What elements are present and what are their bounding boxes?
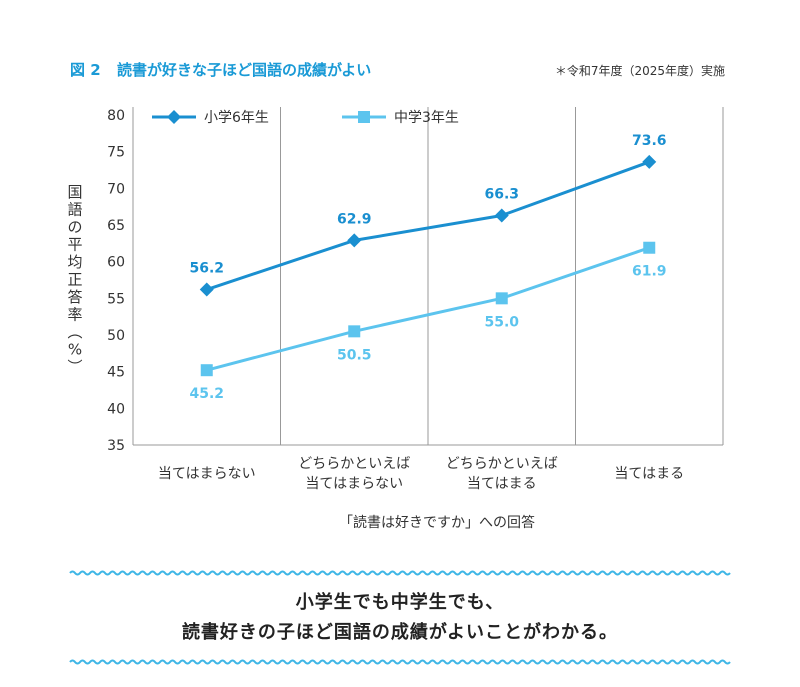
conclusion-line-1: 小学生でも中学生でも、 (296, 591, 504, 613)
x-axis-label: 「読書は好きですか」への回答 (339, 514, 535, 531)
data-point (347, 233, 362, 248)
x-category-label: どちらかといえば (446, 456, 558, 472)
survey-note: ＊令和7年度（2025年度）実施 (555, 63, 725, 78)
x-category-label: 当てはまらない (305, 476, 403, 492)
data-label: 45.2 (189, 386, 224, 402)
data-point (200, 364, 213, 377)
x-category-label: 当てはまる (614, 466, 684, 482)
figure-number: 図 2 (70, 61, 101, 79)
series-line (206, 246, 650, 372)
wave-divider-top (69, 570, 731, 576)
y-axis-label: 国語の平均正答率︵% ︶ (67, 183, 82, 376)
legend-marker (358, 111, 370, 123)
data-label-layer: 56.2 62.9 66.3 73.6 45.2 50.5 55.0 61.9 (189, 133, 666, 402)
data-label: 55.0 (484, 314, 519, 330)
data-point (199, 282, 214, 297)
legend-label: 小学6年生 (204, 110, 269, 126)
x-category-label: 当てはまる (467, 476, 537, 492)
y-axis-ticks: 35 40 45 50 55 60 65 70 75 80 (107, 108, 125, 454)
data-label: 62.9 (337, 211, 372, 227)
x-category-label: どちらかといえば (298, 456, 410, 472)
x-category-label: 当てはまらない (158, 466, 256, 482)
data-label: 66.3 (484, 186, 519, 202)
y-tick-label: 40 (107, 401, 125, 417)
y-tick-label: 70 (107, 181, 125, 197)
series-layer (199, 154, 657, 377)
data-label: 61.9 (632, 264, 667, 280)
series-line (206, 160, 650, 291)
data-point (643, 241, 656, 254)
legend-marker (167, 110, 181, 124)
data-point (495, 292, 508, 305)
y-tick-label: 55 (107, 291, 125, 307)
data-label: 56.2 (189, 261, 224, 277)
data-point (494, 208, 509, 223)
data-label: 73.6 (632, 133, 667, 149)
data-point (348, 325, 361, 338)
data-label: 50.5 (337, 347, 372, 363)
y-tick-label: 35 (107, 438, 125, 454)
conclusion-line-2: 読書好きの子ほど国語の成績がよいことがわかる。 (182, 621, 618, 643)
figure-title: 読書が好きな子ほど国語の成績がよい (117, 61, 371, 79)
data-point (642, 154, 657, 169)
wave-divider-bottom (69, 659, 731, 665)
legend: 小学6年生 中学3年生 (152, 110, 459, 126)
y-tick-label: 80 (107, 108, 125, 124)
y-tick-label: 65 (107, 218, 125, 234)
y-tick-label: 45 (107, 365, 125, 381)
y-tick-label: 50 (107, 328, 125, 344)
grid-layer (132, 107, 724, 446)
y-tick-label: 75 (107, 145, 125, 161)
y-tick-label: 60 (107, 255, 125, 271)
legend-label: 中学3年生 (394, 110, 459, 126)
